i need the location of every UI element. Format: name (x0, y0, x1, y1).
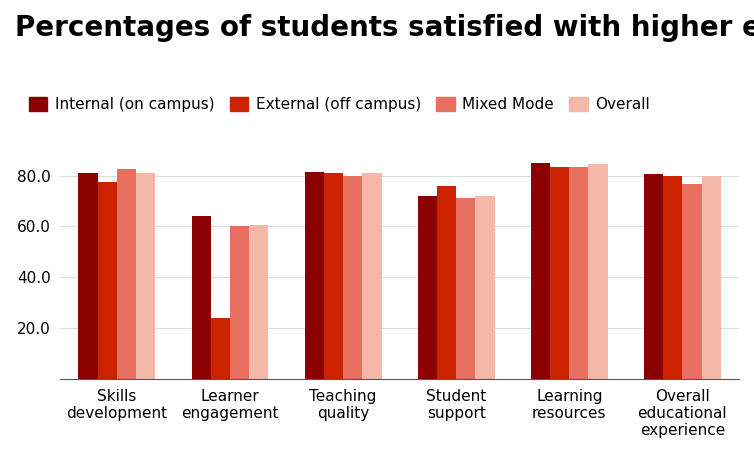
Bar (249, 225, 268, 379)
Bar (362, 173, 382, 379)
Bar (78, 173, 98, 379)
Bar (117, 169, 136, 379)
Bar (588, 164, 608, 379)
Bar (550, 167, 569, 379)
Bar (644, 174, 663, 379)
Bar (305, 172, 323, 379)
Bar (323, 173, 343, 379)
Bar (531, 163, 550, 379)
Text: Percentages of students satisfied with higher education: Percentages of students satisfied with h… (15, 14, 754, 42)
Bar (343, 176, 362, 379)
Bar (475, 196, 495, 379)
Bar (701, 176, 721, 379)
Bar (192, 216, 210, 379)
Bar (437, 186, 456, 379)
Bar (682, 184, 701, 379)
Bar (230, 226, 249, 379)
Bar (98, 182, 117, 379)
Bar (210, 318, 230, 379)
Bar (136, 173, 155, 379)
Bar (456, 199, 475, 379)
Bar (569, 167, 588, 379)
Bar (418, 196, 437, 379)
Bar (663, 176, 682, 379)
Legend: Internal (on campus), External (off campus), Mixed Mode, Overall: Internal (on campus), External (off camp… (23, 91, 656, 118)
